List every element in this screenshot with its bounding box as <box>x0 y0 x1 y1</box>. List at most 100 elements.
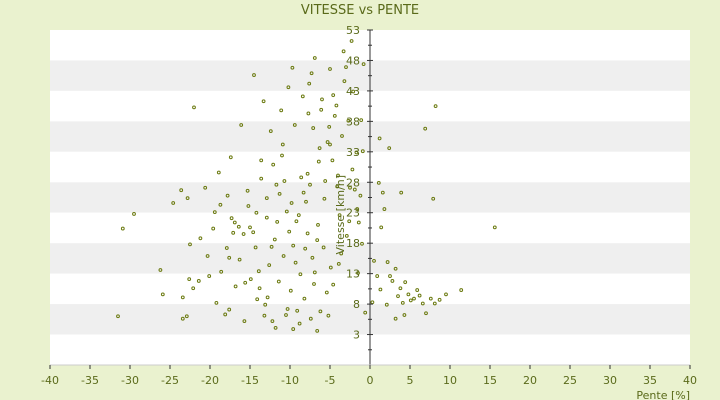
x-tick-label: -15 <box>241 374 259 387</box>
data-point <box>360 149 365 154</box>
data-point <box>212 210 217 215</box>
data-point <box>224 246 229 250</box>
data-point <box>263 302 268 307</box>
data-point <box>207 274 212 278</box>
data-point <box>292 123 297 127</box>
data-point <box>233 284 238 289</box>
data-point <box>289 201 294 205</box>
data-point <box>325 140 330 144</box>
x-tick-label: -5 <box>325 374 336 387</box>
data-point <box>116 314 120 319</box>
x-tick-label: 5 <box>407 374 414 387</box>
data-point <box>275 219 280 224</box>
data-point <box>330 158 335 163</box>
x-axis-label: Pente [%] <box>636 389 690 400</box>
data-point <box>492 225 497 230</box>
data-point <box>341 49 346 54</box>
data-point <box>253 245 258 250</box>
data-point <box>312 282 316 286</box>
data-point <box>299 175 304 180</box>
data-point <box>390 279 395 283</box>
x-tick-label: -25 <box>161 374 179 387</box>
data-point <box>372 258 376 263</box>
data-point <box>415 288 420 292</box>
data-point <box>433 104 438 109</box>
axes <box>49 29 691 369</box>
data-point <box>284 209 289 214</box>
y-tick-label: 53 <box>346 24 360 37</box>
data-point <box>198 236 203 241</box>
data-point <box>203 185 208 190</box>
data-point <box>264 196 269 201</box>
data-point <box>385 260 390 264</box>
data-point <box>375 274 380 278</box>
x-tick-label: -40 <box>41 374 59 387</box>
data-point <box>349 39 354 43</box>
data-point <box>251 230 256 235</box>
data-point <box>248 277 253 282</box>
data-point <box>398 286 403 291</box>
data-point <box>301 190 306 195</box>
y-tick-label: 43 <box>346 85 360 98</box>
data-point <box>328 67 332 71</box>
data-point <box>255 297 260 302</box>
data-point <box>248 225 252 230</box>
data-point <box>412 296 416 301</box>
data-point <box>328 142 332 147</box>
x-tick-label: -10 <box>281 374 299 387</box>
data-point <box>261 99 266 104</box>
data-point <box>387 146 392 151</box>
data-point <box>293 260 298 265</box>
data-point <box>444 292 448 297</box>
y-tick-label: 18 <box>346 237 360 250</box>
x-tick-label: 30 <box>603 374 617 387</box>
data-point <box>265 295 270 300</box>
data-point <box>158 268 163 272</box>
y-tick-label: 13 <box>346 268 360 281</box>
data-point <box>406 292 411 297</box>
data-point <box>319 107 324 112</box>
data-point <box>296 213 301 218</box>
data-point <box>281 254 286 258</box>
data-point <box>311 126 316 130</box>
data-point <box>318 309 323 314</box>
data-point <box>187 277 192 282</box>
x-tick-label: 40 <box>683 374 697 387</box>
x-tick-label: 15 <box>483 374 497 387</box>
x-tick-labels: -40 -35 -30 -25 -20 -15 -10 -5 0 5 10 15 20 25 30 35 40 <box>41 374 697 387</box>
x-tick-label: 20 <box>523 374 537 387</box>
data-point <box>431 196 436 201</box>
data-point <box>408 298 413 303</box>
data-point <box>180 295 185 300</box>
data-point <box>160 292 165 297</box>
data-point <box>171 201 176 205</box>
data-point <box>219 269 224 274</box>
data-point <box>315 238 320 243</box>
data-point <box>291 243 296 248</box>
data-point <box>304 199 308 204</box>
data-point <box>403 280 408 285</box>
data-point <box>339 251 344 256</box>
data-point <box>423 126 428 131</box>
data-point <box>354 150 359 155</box>
data-point <box>184 314 189 319</box>
x-tick-label: 0 <box>367 374 374 387</box>
data-point <box>328 265 333 270</box>
data-point <box>286 85 291 90</box>
x-tick-label: -35 <box>81 374 99 387</box>
data-point <box>459 288 464 292</box>
data-point <box>437 297 442 302</box>
data-point <box>308 182 312 187</box>
data-point <box>400 300 405 305</box>
data-point <box>336 173 340 178</box>
data-point <box>227 255 232 260</box>
data-point <box>267 263 272 268</box>
data-point <box>417 293 422 298</box>
data-points <box>116 39 497 333</box>
data-point <box>180 316 185 321</box>
data-point <box>344 233 349 238</box>
data-point <box>356 220 361 225</box>
data-point <box>340 134 344 138</box>
data-point <box>305 231 310 236</box>
